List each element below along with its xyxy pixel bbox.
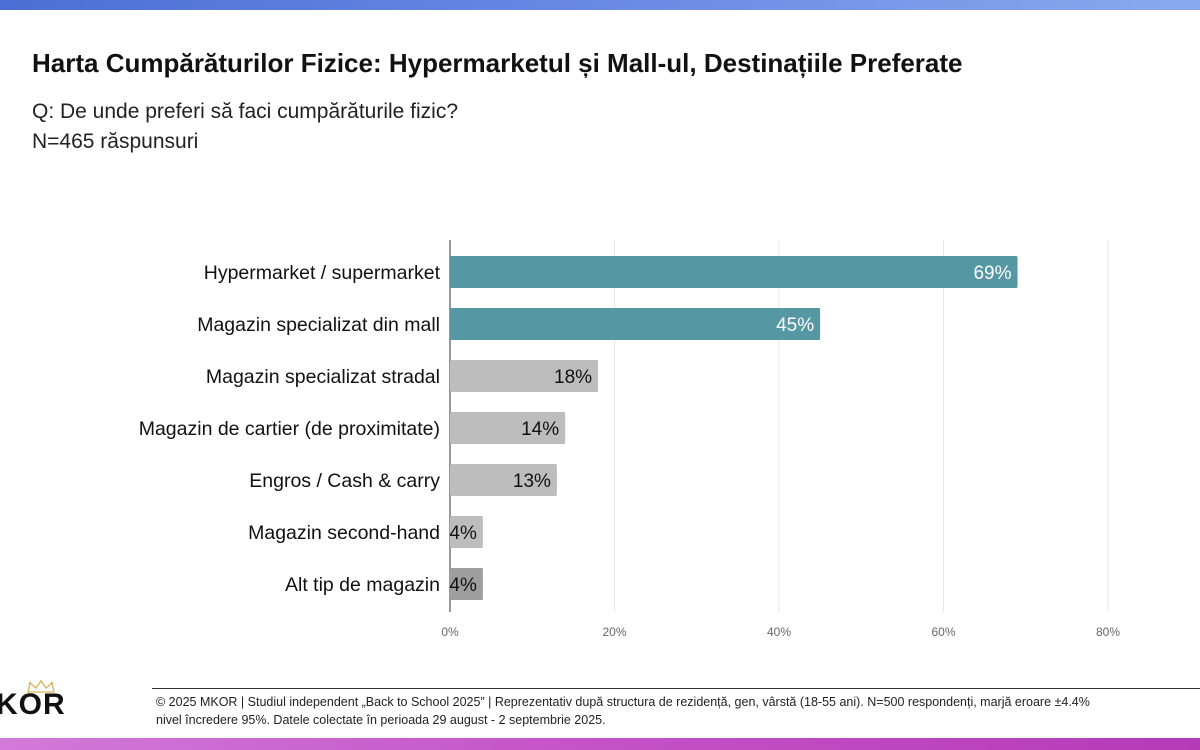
mkor-logo: KOR — [0, 680, 96, 722]
footer-line-1: © 2025 MKOR | Studiul independent „Back … — [156, 695, 1090, 709]
data-label: 13% — [513, 471, 551, 492]
chart-labels: 0% 20% 40% 60% 80% Hypermarket / supermarket 6… — [139, 262, 1121, 639]
x-tick-label: 0% — [441, 625, 459, 639]
data-label: 4% — [449, 575, 477, 596]
footer-line-2: nivel încredere 95%. Datele colectate în… — [156, 713, 606, 727]
bottom-accent-band — [0, 738, 1200, 750]
crown-icon — [27, 680, 55, 693]
category-label: Magazin de cartier (de proximitate) — [139, 418, 440, 440]
x-tick-label: 40% — [767, 625, 791, 639]
data-label: 45% — [776, 315, 814, 336]
x-tick-label: 20% — [602, 625, 626, 639]
bar — [450, 568, 483, 600]
top-accent-band — [0, 0, 1200, 10]
x-tick-label: 60% — [931, 625, 955, 639]
footer-note: © 2025 MKOR | Studiul independent „Back … — [156, 693, 1200, 729]
page-title: Harta Cumpărăturilor Fizice: Hypermarket… — [32, 48, 963, 78]
data-label: 14% — [521, 419, 559, 440]
survey-question: Q: De unde preferi să faci cumpărăturile… — [32, 100, 459, 123]
bar-chart: 0% 20% 40% 60% 80% Hypermarket / supermarket 6… — [139, 240, 1121, 639]
bar — [450, 412, 566, 444]
category-label: Magazin second-hand — [248, 522, 440, 544]
chart-bars — [450, 256, 1018, 600]
bar — [450, 464, 557, 496]
logo-wordmark: KOR — [0, 688, 66, 721]
category-label: Magazin specializat din mall — [197, 314, 440, 336]
category-label: Magazin specializat stradal — [206, 366, 440, 388]
bar — [450, 256, 1018, 288]
category-label: Engros / Cash & carry — [249, 470, 440, 492]
footer-divider — [152, 688, 1200, 689]
data-label: 69% — [973, 263, 1011, 284]
x-tick-label: 80% — [1096, 625, 1120, 639]
category-label: Alt tip de magazin — [285, 574, 440, 596]
bar — [450, 308, 821, 340]
bar — [450, 516, 483, 548]
data-label: 4% — [449, 523, 477, 544]
data-label: 18% — [554, 367, 592, 388]
category-label: Hypermarket / supermarket — [204, 262, 441, 284]
sample-size: N=465 răspunsuri — [32, 130, 199, 153]
bar — [450, 360, 599, 392]
